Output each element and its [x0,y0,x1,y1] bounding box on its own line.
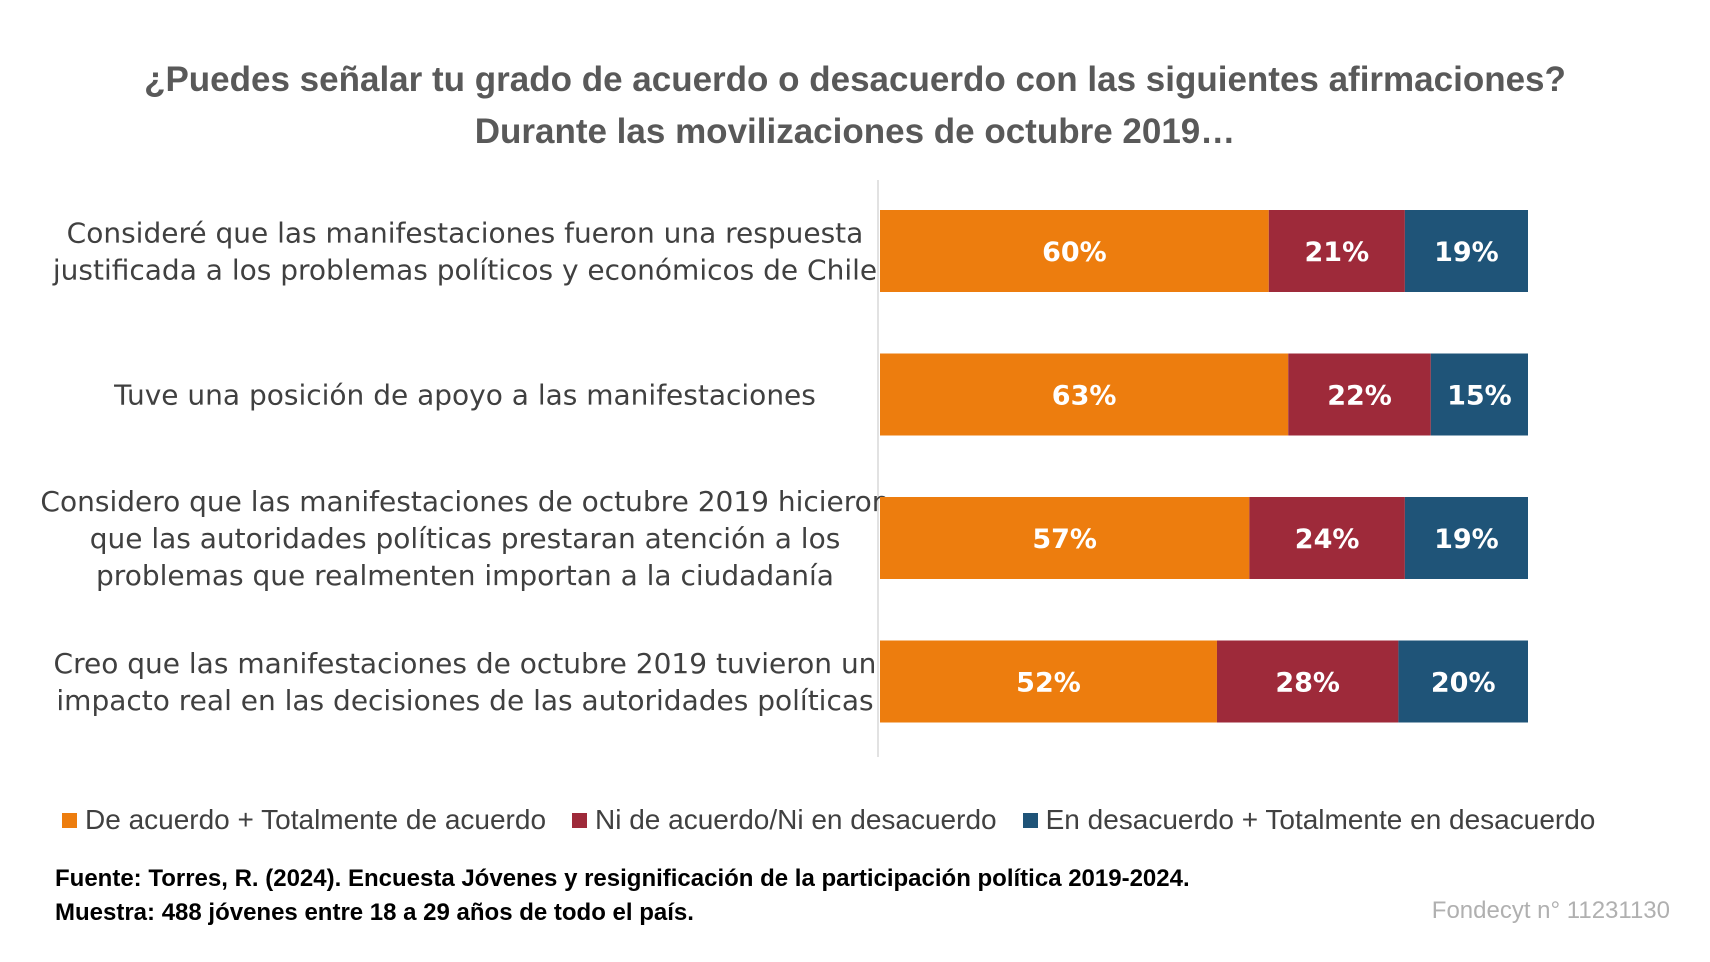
legend-item: De acuerdo + Totalmente de acuerdo [62,804,546,836]
category-label: Tuve una posición de apoyo a las manifes… [113,379,816,412]
bar-segment [1404,497,1528,579]
category-label: Considero que las manifestaciones de oct… [40,485,889,592]
bar-segment [1216,640,1399,723]
chart-subtitle: Durante las movilizaciones de octubre 20… [474,112,1236,151]
legend-swatch [572,812,588,828]
category-label-line: Creo que las manifestaciones de octubre … [54,647,877,680]
category-label-line: Consideré que las manifestaciones fueron… [67,217,864,250]
data-label: 63% [1052,381,1117,412]
category-label-line: Tuve una posición de apoyo a las manifes… [113,379,816,412]
chart-title: ¿Puedes señalar tu grado de acuerdo o de… [144,60,1566,99]
data-label: 52% [1016,668,1081,699]
bar-segment [880,640,1217,723]
data-label: 15% [1447,381,1512,412]
data-label: 57% [1032,524,1097,555]
category-label-line: impacto real en las decisiones de las au… [56,684,873,717]
category-label-line: justificada a los problemas políticos y … [52,254,877,287]
bar-segment [1268,210,1405,292]
bar-segment [1249,497,1405,579]
data-label: 20% [1431,668,1496,699]
source-note: Fuente: Torres, R. (2024). Encuesta Jóve… [55,865,1190,892]
category-label: Consideré que las manifestaciones fueron… [52,217,877,287]
legend-label: En desacuerdo + Totalmente en desacuerdo [1045,804,1596,835]
bar-segment [1404,210,1528,292]
bar-segment [1398,640,1528,723]
legend-swatch [62,812,77,828]
legend: De acuerdo + Totalmente de acuerdo Ni de … [62,800,1595,840]
fondecyt-credit: Fondecyt n° 11231130 [1431,897,1670,924]
category-label-line: problemas que realmenten importan a la c… [96,559,834,592]
data-label: 28% [1275,668,1340,699]
data-label: 60% [1042,237,1107,268]
bar-segment [880,353,1289,436]
legend-swatch [1022,812,1038,828]
category-label: Creo que las manifestaciones de octubre … [54,647,877,717]
category-label-line: Considero que las manifestaciones de oct… [40,485,889,518]
bar-segment [880,210,1269,292]
data-label: 21% [1305,237,1370,268]
bar-segment [1288,353,1431,436]
data-label: 19% [1434,524,1499,555]
data-label: 22% [1327,381,1392,412]
legend-item: Ni de acuerdo/Ni en desacuerdo [572,804,997,836]
data-label: 19% [1434,237,1499,268]
legend-label: Ni de acuerdo/Ni en desacuerdo [595,804,997,835]
data-label: 24% [1295,524,1360,555]
category-label-line: que las autoridades políticas prestaran … [90,522,841,555]
legend-item: En desacuerdo + Totalmente en desacuerdo [1022,804,1596,836]
sample-note: Muestra: 488 jóvenes entre 18 a 29 años … [55,899,694,926]
bar-segment [880,497,1250,579]
legend-label: De acuerdo + Totalmente de acuerdo [85,804,547,835]
bar-segment [1430,353,1528,436]
